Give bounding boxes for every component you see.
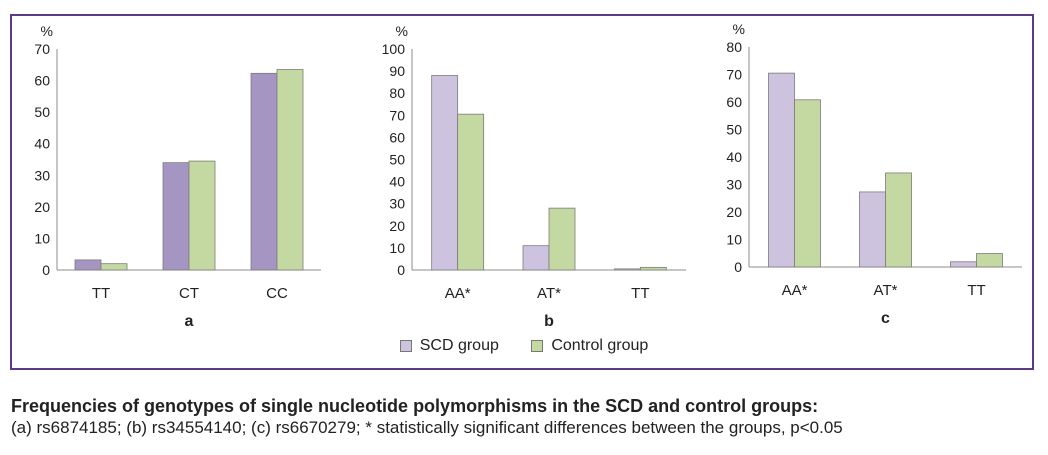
x-tick-label: CC [266, 285, 288, 302]
y-tick-label: 30 [34, 167, 50, 183]
y-tick-label: 60 [389, 129, 405, 145]
y-tick-label: 40 [34, 136, 50, 152]
y-tick-label: 50 [726, 122, 742, 138]
y-tick-label: 80 [389, 85, 405, 101]
bar-control [188, 160, 216, 271]
y-tick-label: 60 [34, 73, 50, 89]
legend-swatch-scd [399, 340, 412, 352]
y-tick-label: 70 [34, 41, 50, 57]
y-tick-label: 30 [389, 196, 405, 212]
bar-scd [522, 245, 550, 271]
bar-control [976, 253, 1003, 268]
y-tick-label: 50 [34, 104, 50, 120]
figure-caption: Frequencies of genotypes of single nucle… [11, 395, 1041, 439]
bar-scd [613, 268, 641, 271]
y-tick-label: 80 [726, 39, 742, 55]
y-tick-label: 10 [34, 230, 50, 246]
x-tick-label: AA* [445, 285, 471, 302]
x-tick-label: CT [179, 285, 199, 302]
y-tick-label: 30 [726, 177, 742, 193]
y-axis-unit: % [396, 23, 408, 39]
bar-control [885, 172, 912, 268]
bar-control [100, 263, 128, 271]
bar-scd [950, 261, 977, 268]
panel-label: b [544, 313, 554, 330]
bar-scd [74, 259, 102, 271]
legend-item-control: Control group [531, 337, 648, 355]
y-tick-label: 90 [389, 63, 405, 79]
caption-title: Frequencies of genotypes of single nucle… [11, 396, 819, 416]
caption-note: (a) rs6874185; (b) rs34554140; (c) rs667… [11, 418, 843, 437]
bar-scd [250, 72, 278, 271]
bar-control [639, 266, 667, 271]
x-tick-label: TT [631, 285, 649, 302]
bar-scd [162, 162, 190, 271]
bar-scd [859, 191, 886, 268]
panel-label: a [185, 313, 194, 330]
y-tick-label: 60 [726, 94, 742, 110]
y-tick-label: 0 [42, 262, 50, 278]
y-tick-label: 70 [389, 107, 405, 123]
y-tick-label: 100 [382, 41, 406, 57]
bar-control [276, 69, 304, 271]
x-tick-label: TT [967, 282, 985, 299]
legend: SCD group Control group [0, 337, 1048, 357]
x-tick-label: TT [92, 285, 110, 302]
panel-label: c [881, 310, 890, 327]
x-tick-label: AA* [782, 282, 808, 299]
legend-swatch-control [531, 340, 544, 352]
y-tick-label: 0 [397, 262, 405, 278]
y-tick-label: 10 [726, 232, 742, 248]
bar-scd [768, 72, 795, 268]
bar-scd [431, 75, 459, 271]
figure-frame [10, 14, 1034, 370]
x-tick-label: AT* [537, 285, 561, 302]
y-tick-label: 70 [726, 67, 742, 83]
y-tick-label: 10 [389, 240, 405, 256]
y-axis-unit: % [41, 23, 53, 39]
x-tick-label: AT* [874, 282, 898, 299]
y-tick-label: 40 [389, 174, 405, 190]
y-axis-unit: % [733, 21, 745, 37]
y-tick-label: 50 [389, 152, 405, 168]
legend-item-scd: SCD group [399, 337, 499, 355]
bar-control [457, 113, 485, 271]
y-tick-label: 40 [726, 149, 742, 165]
y-tick-label: 0 [734, 259, 742, 275]
bar-control [548, 207, 576, 271]
y-tick-label: 20 [726, 204, 742, 220]
legend-label-control: Control group [551, 337, 649, 354]
y-tick-label: 20 [34, 199, 50, 215]
y-tick-label: 20 [389, 218, 405, 234]
legend-label-scd: SCD group [419, 337, 499, 354]
bar-control [794, 99, 821, 268]
